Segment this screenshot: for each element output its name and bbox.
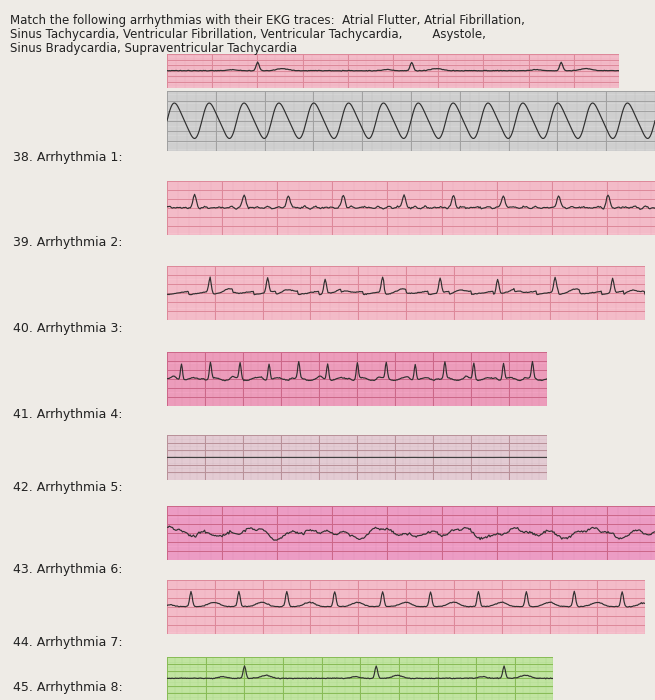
Text: 41. Arrhythmia 4:: 41. Arrhythmia 4: <box>13 408 122 421</box>
Text: 45. Arrhythmia 8:: 45. Arrhythmia 8: <box>13 681 123 694</box>
Text: 44. Arrhythmia 7:: 44. Arrhythmia 7: <box>13 636 122 649</box>
Text: Sinus Bradycardia, Supraventricular Tachycardia: Sinus Bradycardia, Supraventricular Tach… <box>10 42 297 55</box>
Text: 42. Arrhythmia 5:: 42. Arrhythmia 5: <box>13 482 122 494</box>
Text: 43. Arrhythmia 6:: 43. Arrhythmia 6: <box>13 563 122 575</box>
Text: Match the following arrhythmias with their EKG traces:  Atrial Flutter, Atrial F: Match the following arrhythmias with the… <box>10 14 525 27</box>
Text: 39. Arrhythmia 2:: 39. Arrhythmia 2: <box>13 237 122 249</box>
Text: Sinus Tachycardia, Ventricular Fibrillation, Ventricular Tachycardia,        Asy: Sinus Tachycardia, Ventricular Fibrillat… <box>10 28 486 41</box>
Text: 40. Arrhythmia 3:: 40. Arrhythmia 3: <box>13 322 122 335</box>
Text: 38. Arrhythmia 1:: 38. Arrhythmia 1: <box>13 151 122 164</box>
